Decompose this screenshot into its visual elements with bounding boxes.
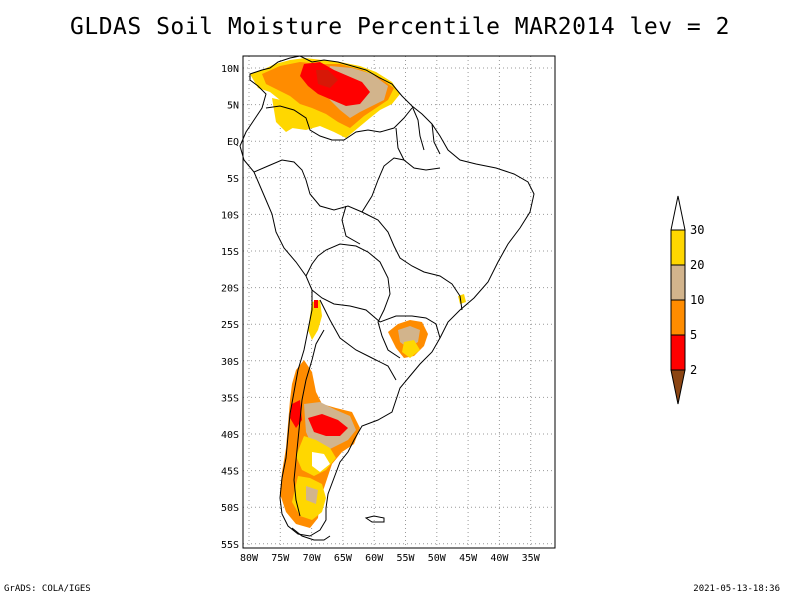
x-tick-label: 60W [365, 553, 384, 564]
colorbar-segment [670, 334, 686, 371]
x-tick-label: 45W [459, 553, 478, 564]
x-tick-label: 65W [334, 553, 353, 564]
y-tick-label: 30S [221, 357, 239, 368]
colorbar-segment [670, 299, 686, 336]
y-tick-label: 5S [227, 174, 239, 185]
footer-timestamp: 2021-05-13-18:36 [693, 584, 780, 594]
colorbar-level-label: 5 [690, 328, 697, 342]
y-tick-label: 15S [221, 247, 239, 258]
y-tick-label: 25S [221, 320, 239, 331]
colorbar-segment [670, 229, 686, 266]
footer-credit: GrADS: COLA/IGES [4, 584, 91, 594]
south-america-coastline [239, 55, 535, 541]
x-tick-label: 70W [303, 553, 322, 564]
percentile-shading [250, 58, 466, 528]
colorbar-level-label: 2 [690, 363, 697, 377]
y-tick-label: 35S [221, 393, 239, 404]
y-tick-label: 10N [221, 64, 239, 75]
x-axis-tick-labels: 80W 75W 70W 65W 60W 55W 50W 45W 40W 35W [240, 553, 541, 564]
colorbar-above-30 [670, 195, 686, 231]
x-tick-label: 50W [428, 553, 447, 564]
x-tick-label: 80W [240, 553, 259, 564]
x-tick-label: 75W [271, 553, 290, 564]
colorbar-below-2 [670, 369, 686, 405]
colorbar-level-label: 10 [690, 293, 704, 307]
y-tick-label: 20S [221, 284, 239, 295]
y-axis-tick-labels: 10N 5N EQ 5S 10S 15S 20S 25S 30S 35S 40S 45S 50S 55S [221, 64, 239, 551]
colorbar: 30 20 10 5 2 [670, 195, 704, 405]
x-tick-label: 55W [396, 553, 415, 564]
x-tick-label: 40W [490, 553, 509, 564]
colorbar-level-label: 30 [690, 223, 704, 237]
y-tick-label: 50S [221, 503, 239, 514]
y-tick-label: 45S [221, 467, 239, 478]
y-tick-label: 10S [221, 210, 239, 221]
y-tick-label: 40S [221, 430, 239, 441]
y-tick-label: 55S [221, 540, 239, 551]
y-tick-label: 5N [227, 101, 239, 112]
x-tick-label: 35W [522, 553, 541, 564]
map-title: GLDAS Soil Moisture Percentile MAR2014 l… [70, 14, 730, 40]
colorbar-segment [670, 264, 686, 301]
y-tick-label: EQ [227, 137, 239, 148]
colorbar-level-label: 20 [690, 258, 704, 272]
plot-area: 80W 75W 70W 65W 60W 55W 50W 45W 40W 35W 10N 5N EQ 5S… [221, 55, 556, 564]
